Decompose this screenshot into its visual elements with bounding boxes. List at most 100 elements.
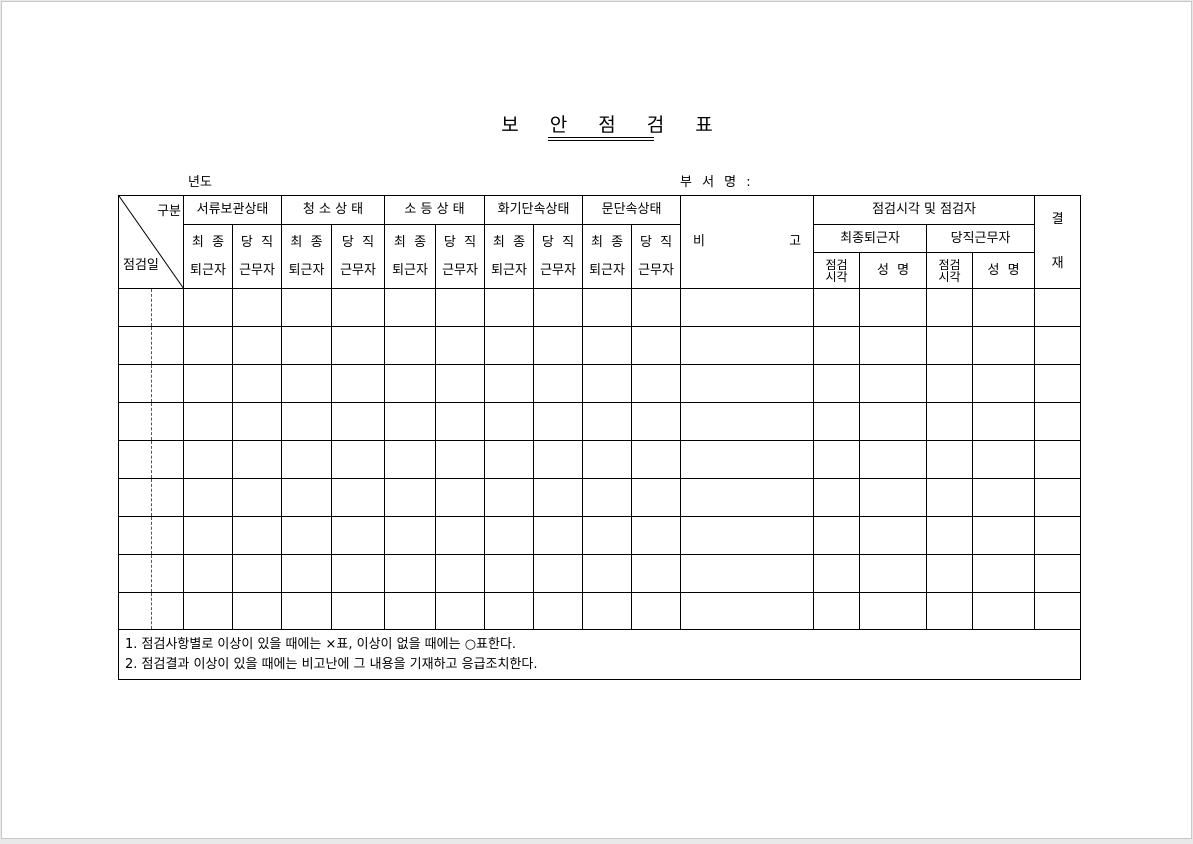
- entry-cell[interactable]: [384, 478, 437, 517]
- entry-cell[interactable]: [1034, 554, 1082, 593]
- entry-cell[interactable]: [231, 402, 283, 441]
- entry-cell[interactable]: [231, 478, 283, 517]
- entry-cell[interactable]: [331, 288, 386, 327]
- entry-cell[interactable]: [281, 592, 333, 630]
- entry-cell[interactable]: [484, 402, 535, 441]
- entry-cell[interactable]: [813, 554, 861, 593]
- entry-cell[interactable]: [680, 288, 815, 327]
- entry-cell[interactable]: [680, 440, 815, 479]
- date-cell[interactable]: [118, 554, 152, 593]
- date-cell[interactable]: [118, 326, 152, 365]
- entry-cell[interactable]: [813, 288, 861, 327]
- entry-cell[interactable]: [281, 326, 333, 365]
- entry-cell[interactable]: [484, 440, 535, 479]
- entry-cell[interactable]: [484, 516, 535, 555]
- entry-cell[interactable]: [859, 440, 928, 479]
- entry-cell[interactable]: [484, 288, 535, 327]
- entry-cell[interactable]: [435, 554, 486, 593]
- entry-cell[interactable]: [484, 326, 535, 365]
- date-cell[interactable]: [118, 478, 152, 517]
- entry-cell[interactable]: [183, 554, 233, 593]
- entry-cell[interactable]: [631, 402, 682, 441]
- entry-cell[interactable]: [972, 364, 1036, 403]
- entry-cell[interactable]: [384, 516, 437, 555]
- entry-cell[interactable]: [533, 592, 584, 630]
- entry-cell[interactable]: [533, 364, 584, 403]
- entry-cell[interactable]: [484, 478, 535, 517]
- entry-cell[interactable]: [533, 288, 584, 327]
- date-cell[interactable]: [151, 364, 184, 403]
- entry-cell[interactable]: [859, 478, 928, 517]
- entry-cell[interactable]: [859, 516, 928, 555]
- date-cell[interactable]: [118, 364, 152, 403]
- entry-cell[interactable]: [813, 592, 861, 630]
- entry-cell[interactable]: [972, 592, 1036, 630]
- entry-cell[interactable]: [231, 592, 283, 630]
- entry-cell[interactable]: [331, 364, 386, 403]
- entry-cell[interactable]: [281, 364, 333, 403]
- entry-cell[interactable]: [1034, 364, 1082, 403]
- entry-cell[interactable]: [926, 478, 974, 517]
- entry-cell[interactable]: [435, 288, 486, 327]
- entry-cell[interactable]: [926, 288, 974, 327]
- entry-cell[interactable]: [331, 326, 386, 365]
- date-cell[interactable]: [118, 288, 152, 327]
- entry-cell[interactable]: [435, 516, 486, 555]
- entry-cell[interactable]: [859, 364, 928, 403]
- date-cell[interactable]: [151, 516, 184, 555]
- entry-cell[interactable]: [813, 364, 861, 403]
- entry-cell[interactable]: [435, 592, 486, 630]
- entry-cell[interactable]: [231, 326, 283, 365]
- date-cell[interactable]: [118, 592, 152, 630]
- entry-cell[interactable]: [435, 364, 486, 403]
- entry-cell[interactable]: [972, 288, 1036, 327]
- entry-cell[interactable]: [813, 326, 861, 365]
- entry-cell[interactable]: [1034, 402, 1082, 441]
- entry-cell[interactable]: [631, 516, 682, 555]
- entry-cell[interactable]: [231, 554, 283, 593]
- entry-cell[interactable]: [183, 516, 233, 555]
- entry-cell[interactable]: [582, 402, 633, 441]
- date-cell[interactable]: [151, 554, 184, 593]
- entry-cell[interactable]: [926, 554, 974, 593]
- entry-cell[interactable]: [813, 516, 861, 555]
- entry-cell[interactable]: [1034, 478, 1082, 517]
- entry-cell[interactable]: [331, 440, 386, 479]
- entry-cell[interactable]: [582, 288, 633, 327]
- entry-cell[interactable]: [680, 554, 815, 593]
- entry-cell[interactable]: [533, 326, 584, 365]
- entry-cell[interactable]: [859, 592, 928, 630]
- entry-cell[interactable]: [582, 592, 633, 630]
- entry-cell[interactable]: [859, 402, 928, 441]
- entry-cell[interactable]: [281, 402, 333, 441]
- entry-cell[interactable]: [281, 478, 333, 517]
- entry-cell[interactable]: [926, 440, 974, 479]
- entry-cell[interactable]: [582, 516, 633, 555]
- entry-cell[interactable]: [631, 478, 682, 517]
- entry-cell[interactable]: [281, 440, 333, 479]
- entry-cell[interactable]: [631, 326, 682, 365]
- entry-cell[interactable]: [384, 402, 437, 441]
- entry-cell[interactable]: [972, 478, 1036, 517]
- entry-cell[interactable]: [183, 592, 233, 630]
- entry-cell[interactable]: [231, 440, 283, 479]
- entry-cell[interactable]: [972, 402, 1036, 441]
- date-cell[interactable]: [118, 516, 152, 555]
- entry-cell[interactable]: [680, 402, 815, 441]
- date-cell[interactable]: [151, 402, 184, 441]
- entry-cell[interactable]: [533, 478, 584, 517]
- entry-cell[interactable]: [631, 364, 682, 403]
- entry-cell[interactable]: [582, 478, 633, 517]
- entry-cell[interactable]: [331, 478, 386, 517]
- entry-cell[interactable]: [484, 364, 535, 403]
- date-cell[interactable]: [151, 478, 184, 517]
- entry-cell[interactable]: [926, 364, 974, 403]
- entry-cell[interactable]: [231, 288, 283, 327]
- entry-cell[interactable]: [484, 592, 535, 630]
- entry-cell[interactable]: [631, 440, 682, 479]
- date-cell[interactable]: [118, 402, 152, 441]
- entry-cell[interactable]: [533, 554, 584, 593]
- date-cell[interactable]: [151, 288, 184, 327]
- date-cell[interactable]: [118, 440, 152, 479]
- entry-cell[interactable]: [680, 592, 815, 630]
